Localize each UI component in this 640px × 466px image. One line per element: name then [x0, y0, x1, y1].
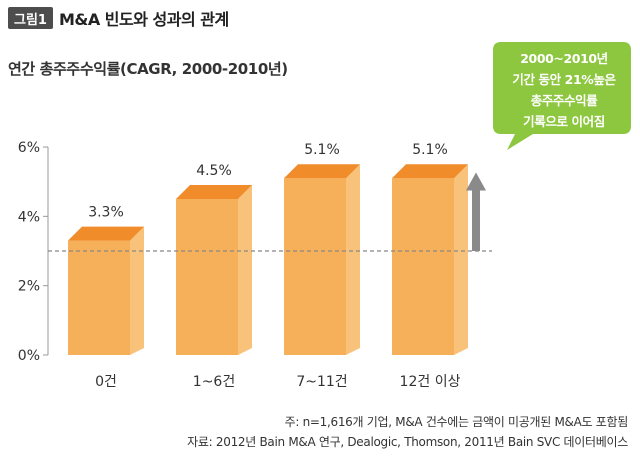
callout-line: 총주주수익률	[530, 93, 598, 108]
callout-line: 기간 동안 21%높은	[512, 72, 616, 87]
note-line: 주: n=1,616개 기업, M&A 건수에는 금액이 미공개된 M&A도 포…	[284, 415, 629, 429]
chart-notes: 주: n=1,616개 기업, M&A 건수에는 금액이 미공개된 M&A도 포…	[187, 412, 628, 452]
figure-title: M&A 빈도와 성과의 관계	[58, 10, 229, 29]
data-label: 5.1%	[304, 142, 340, 158]
chart-subtitle: 연간 총주주수익률(CAGR, 2000-2010년)	[8, 60, 288, 78]
x-tick-label: 1~6건	[193, 374, 235, 390]
bar	[176, 199, 238, 355]
x-tick-label: 12건 이상	[400, 374, 461, 390]
data-label: 5.1%	[412, 142, 448, 158]
bar-side	[130, 226, 144, 355]
bar	[284, 178, 346, 355]
bar-top	[392, 164, 468, 179]
data-label: 3.3%	[88, 205, 124, 221]
data-label: 4.5%	[196, 163, 232, 179]
bar	[68, 240, 130, 355]
figure-header: 그림1 M&A 빈도와 성과의 관계	[8, 6, 229, 30]
bar-top	[284, 164, 360, 179]
x-tick-label: 7~11건	[296, 374, 347, 390]
y-tick-label: 6%	[18, 140, 40, 156]
callout-line: 기록으로 이어짐	[523, 114, 605, 129]
y-tick-label: 2%	[18, 279, 40, 295]
y-tick-label: 4%	[18, 209, 40, 225]
figure-badge: 그림1	[8, 7, 53, 29]
x-tick-label: 0건	[95, 374, 117, 390]
bar-top	[68, 226, 144, 241]
callout-text: 2000~2010년 기간 동안 21%높은 총주주수익률 기록으로 이어짐	[505, 48, 623, 132]
bar-side	[346, 164, 360, 355]
bar-top	[176, 185, 252, 199]
arrow-shaft	[472, 188, 480, 251]
bar	[392, 178, 454, 355]
y-tick-label: 0%	[18, 348, 40, 364]
bar-side	[454, 164, 468, 355]
callout-line: 2000~2010년	[520, 51, 608, 66]
bar-side	[238, 185, 252, 355]
source-line: 자료: 2012년 Bain M&A 연구, Dealogic, Thomson…	[187, 435, 628, 449]
callout-bubble	[493, 42, 631, 150]
arrow-head	[466, 172, 486, 191]
